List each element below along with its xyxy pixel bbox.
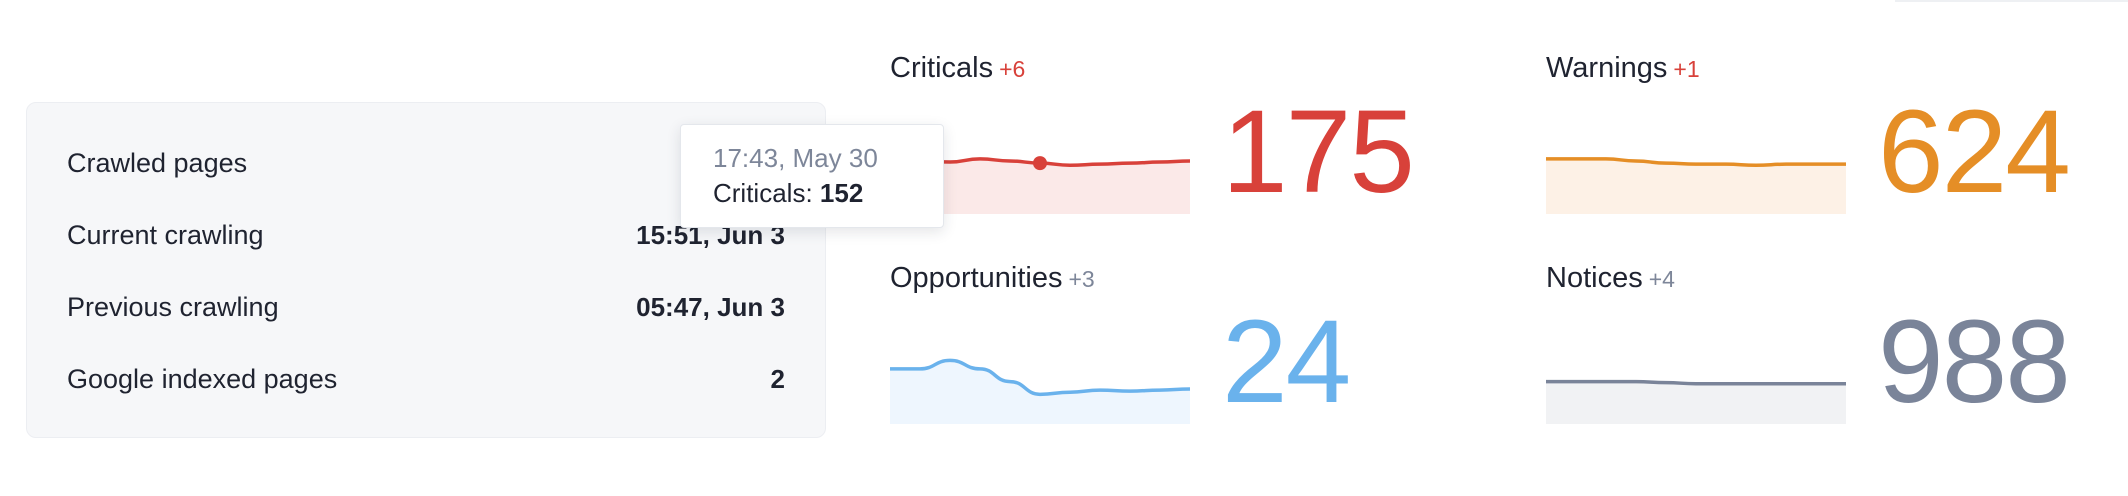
metric-title-label: Notices [1546, 262, 1643, 294]
stat-value: 05:47, Jun 3 [636, 291, 785, 322]
stat-label: Google indexed pages [67, 363, 338, 394]
stat-row-previous-crawling: Previous crawling 05:47, Jun 3 [67, 287, 785, 327]
sparkline-area [1546, 381, 1846, 424]
metric-title: Opportunities +3 [890, 262, 1095, 295]
sparkline-area [890, 360, 1190, 424]
sparkline-area [890, 158, 1190, 214]
sparkline-line [1546, 379, 1846, 386]
stat-label: Previous crawling [67, 291, 279, 322]
stat-row-crawled-pages: Crawled pages [67, 143, 785, 183]
metric-value: 624 [1878, 86, 2071, 218]
metric-title: Notices +4 [1546, 262, 1675, 295]
metric-title: Criticals +6 [890, 52, 1025, 85]
metric-delta: +3 [1068, 266, 1095, 292]
tooltip-line: Criticals: 152 [713, 174, 943, 212]
stat-row-current-crawling: Current crawling 15:51, Jun 3 [67, 215, 785, 255]
stat-label: Crawled pages [67, 147, 248, 178]
sparkline-line [890, 358, 1190, 397]
top-edge-divider [1895, 0, 2128, 2]
stat-row-google-indexed-pages: Google indexed pages 2 [67, 359, 785, 399]
metric-delta: +1 [1673, 56, 1700, 82]
metric-title-label: Criticals [890, 52, 994, 84]
chart-tooltip: 17:43, May 30 Criticals: 152 [680, 124, 944, 228]
metric-value: 175 [1222, 86, 1415, 218]
sparkline-chart[interactable] [1546, 314, 1846, 424]
tooltip-date: 17:43, May 30 [713, 143, 878, 173]
stat-value: 2 [770, 363, 785, 394]
sparkline-highlight-point[interactable] [1033, 156, 1047, 171]
tooltip-label: Criticals: [713, 178, 813, 208]
metric-delta: +6 [999, 56, 1026, 82]
sparkline-chart[interactable] [1546, 104, 1846, 214]
tooltip-value: 152 [819, 178, 864, 208]
sparkline-line [1546, 157, 1846, 167]
sparkline-area [1546, 158, 1846, 214]
metric-delta: +4 [1648, 266, 1675, 292]
sparkline-chart[interactable] [890, 314, 1190, 424]
metric-title-label: Warnings [1546, 52, 1668, 84]
metric-title: Warnings +1 [1546, 52, 1700, 85]
metric-title-label: Opportunities [890, 262, 1063, 294]
stat-label: Current crawling [67, 219, 264, 250]
metric-value: 988 [1878, 296, 2071, 428]
metric-value: 24 [1222, 296, 1351, 428]
